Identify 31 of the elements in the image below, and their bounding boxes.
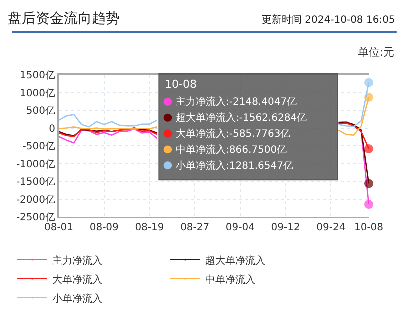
legend-label: 中单净流入 xyxy=(206,274,256,286)
x-tick-label: 08-19 xyxy=(135,222,164,234)
x-tick-label: 09-04 xyxy=(226,222,255,234)
y-tick-label: 1500亿 xyxy=(20,70,56,82)
annotation: 超大单净流入:-1562.6284亿 xyxy=(176,112,308,124)
x-tick-label: 08-01 xyxy=(44,222,74,234)
x-tick-label: 08-27 xyxy=(180,222,210,234)
annotation: 小单净流入:1281.6547亿 xyxy=(176,160,294,172)
y-tick-label: -2500亿 xyxy=(16,212,56,224)
y-tick-label: 0 xyxy=(49,124,56,135)
annotation: 10-08 xyxy=(165,78,197,91)
y-tick-label: -2000亿 xyxy=(16,194,56,206)
y-tick-label: -1500亿 xyxy=(16,177,56,188)
y-tick-label: 1000亿 xyxy=(20,88,56,100)
y-tick-label: -1000亿 xyxy=(16,159,56,170)
text: 单位:元 xyxy=(358,46,395,59)
legend-label: 超大单净流入 xyxy=(206,254,266,267)
x-tick-label: 10-08 xyxy=(354,222,384,234)
annotation: 中单净流入:866.7500亿 xyxy=(176,144,288,156)
legend-label: 大单净流入 xyxy=(52,274,102,286)
legend-label: 小单净流入 xyxy=(52,292,102,305)
y-tick-label: -500亿 xyxy=(22,142,56,152)
x-tick-label: 09-24 xyxy=(316,222,346,234)
legend-label: 主力净流入 xyxy=(52,254,102,267)
x-tick-label: 09-12 xyxy=(271,222,300,234)
annotation: 大单净流入:-585.7763亿 xyxy=(176,128,291,140)
y-tick-label: 500亿 xyxy=(26,106,56,117)
chart-title: 盘后资金流向趋势 xyxy=(8,10,120,27)
annotation: 主力净流入:-2148.4047亿 xyxy=(176,96,298,108)
chart-subtitle: 更新时间 2024-10-08 16:05 xyxy=(262,14,396,26)
x-tick-label: 08-09 xyxy=(90,222,119,234)
